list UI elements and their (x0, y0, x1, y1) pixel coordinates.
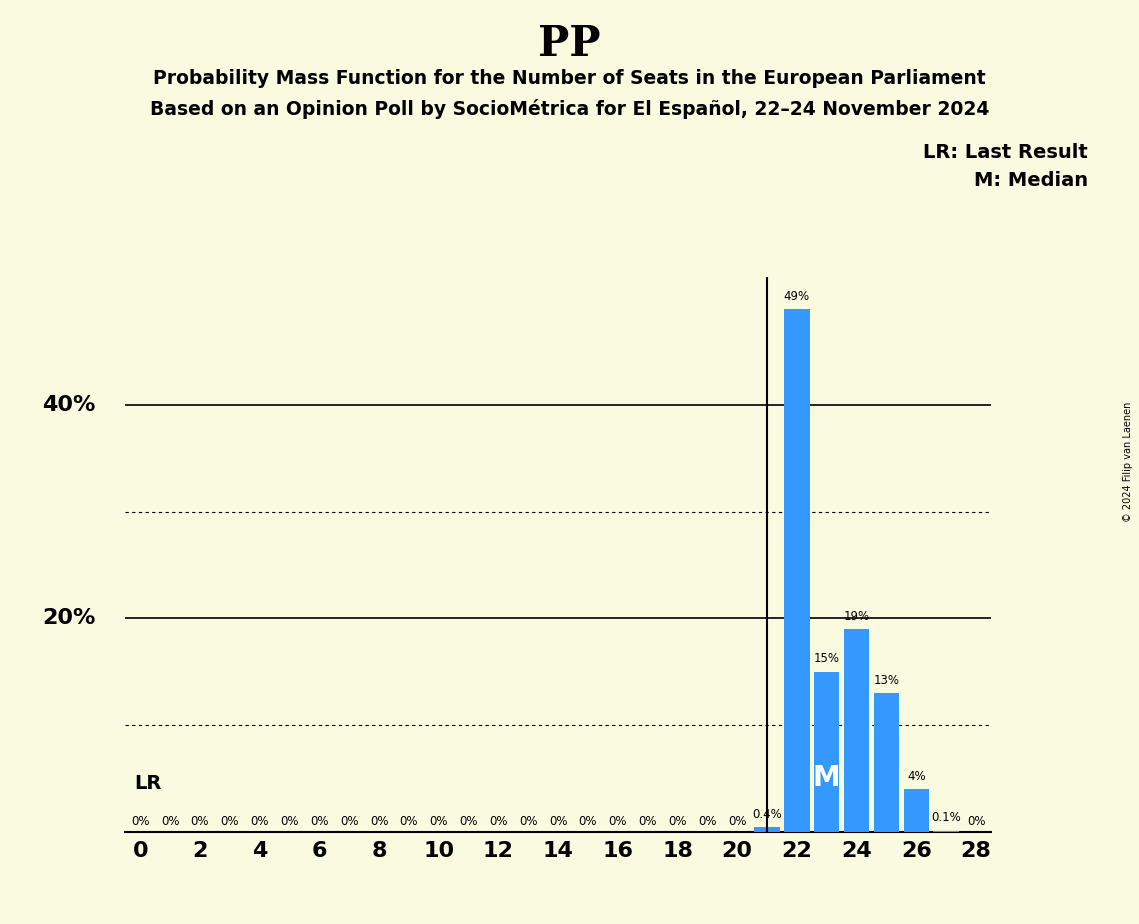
Text: 0%: 0% (370, 815, 388, 829)
Text: 0%: 0% (669, 815, 687, 829)
Text: 40%: 40% (42, 395, 96, 415)
Bar (785, 310, 810, 832)
Text: 0%: 0% (459, 815, 478, 829)
Text: 0%: 0% (967, 815, 985, 829)
Text: 0%: 0% (579, 815, 597, 829)
Bar (934, 831, 959, 832)
Text: 13%: 13% (874, 674, 900, 687)
Text: 4%: 4% (907, 770, 926, 783)
Text: 0%: 0% (280, 815, 298, 829)
Text: 0.1%: 0.1% (932, 811, 961, 824)
Text: 0%: 0% (608, 815, 628, 829)
Text: 0.4%: 0.4% (752, 808, 782, 821)
Text: M: Median: M: Median (974, 171, 1088, 190)
Text: 0%: 0% (161, 815, 179, 829)
Text: 0%: 0% (429, 815, 448, 829)
Text: Based on an Opinion Poll by SocioMétrica for El Español, 22–24 November 2024: Based on an Opinion Poll by SocioMétrica… (150, 99, 989, 119)
Text: 0%: 0% (310, 815, 328, 829)
Bar (903, 789, 929, 832)
Text: Probability Mass Function for the Number of Seats in the European Parliament: Probability Mass Function for the Number… (153, 69, 986, 89)
Text: 0%: 0% (221, 815, 239, 829)
Text: © 2024 Filip van Laenen: © 2024 Filip van Laenen (1123, 402, 1133, 522)
Bar (844, 629, 869, 832)
Text: 0%: 0% (519, 815, 538, 829)
Text: LR: LR (134, 773, 162, 793)
Text: 0%: 0% (339, 815, 359, 829)
Bar (754, 827, 780, 832)
Text: 0%: 0% (489, 815, 508, 829)
Text: 0%: 0% (638, 815, 657, 829)
Bar (874, 693, 899, 832)
Text: 15%: 15% (813, 652, 839, 665)
Text: 0%: 0% (549, 815, 567, 829)
Text: 0%: 0% (698, 815, 716, 829)
Text: 0%: 0% (728, 815, 746, 829)
Text: PP: PP (539, 23, 600, 65)
Text: 49%: 49% (784, 290, 810, 303)
Text: 20%: 20% (42, 608, 96, 628)
Text: M: M (813, 764, 841, 792)
Text: 0%: 0% (190, 815, 210, 829)
Text: 0%: 0% (131, 815, 149, 829)
Bar (814, 672, 839, 832)
Text: 0%: 0% (251, 815, 269, 829)
Text: 19%: 19% (844, 610, 870, 623)
Text: 0%: 0% (400, 815, 418, 829)
Text: LR: Last Result: LR: Last Result (923, 143, 1088, 163)
